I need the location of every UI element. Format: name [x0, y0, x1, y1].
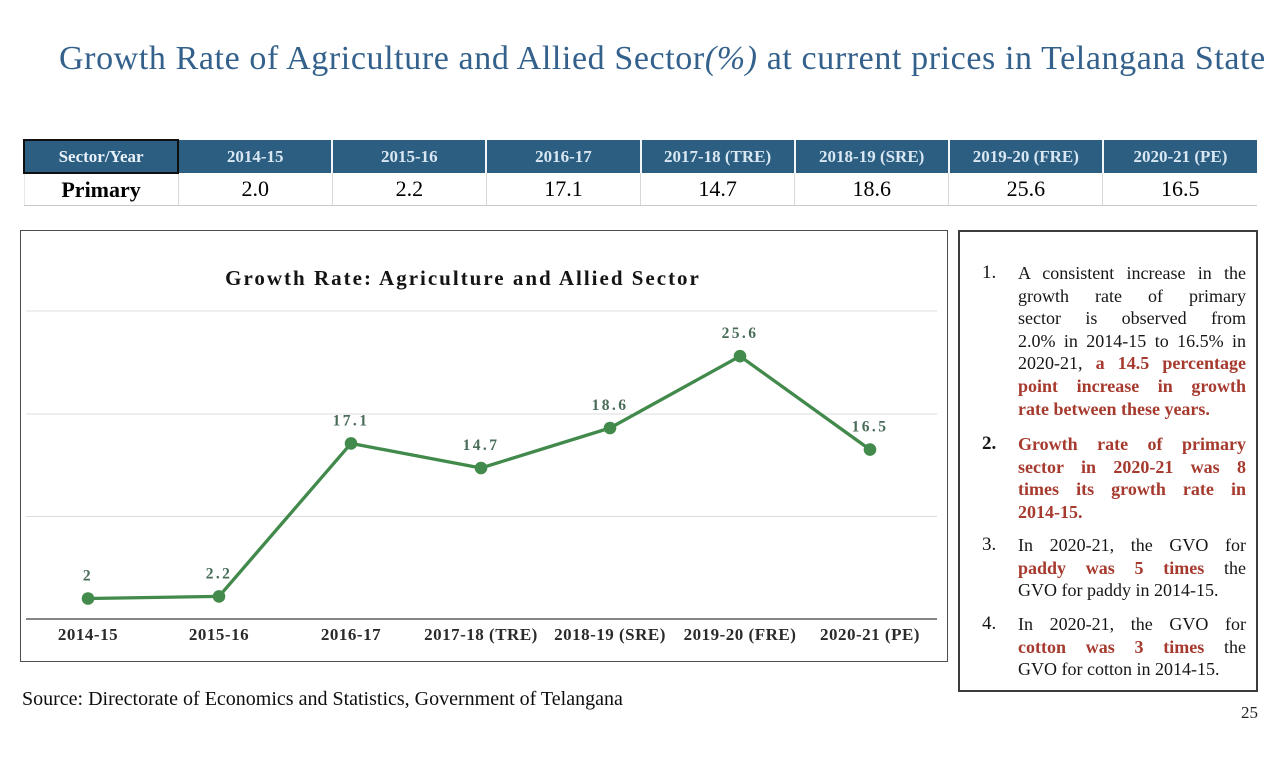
svg-text:2014-15: 2014-15 — [58, 625, 118, 644]
svg-text:Growth Rate: Agriculture and A: Growth Rate: Agriculture and Allied Sect… — [225, 266, 701, 290]
svg-text:18.6: 18.6 — [592, 397, 629, 414]
svg-text:17.1: 17.1 — [333, 412, 370, 429]
svg-text:2: 2 — [83, 568, 93, 585]
svg-text:2018-19 (SRE): 2018-19 (SRE) — [554, 625, 666, 644]
svg-text:2015-16: 2015-16 — [189, 625, 249, 644]
svg-text:2019-20 (FRE): 2019-20 (FRE) — [684, 625, 797, 644]
svg-text:2017-18 (TRE): 2017-18 (TRE) — [424, 625, 538, 644]
svg-text:2016-17: 2016-17 — [321, 625, 381, 644]
svg-text:2020-21 (PE): 2020-21 (PE) — [820, 625, 920, 644]
svg-text:25.6: 25.6 — [722, 325, 759, 342]
svg-text:14.7: 14.7 — [463, 437, 500, 454]
svg-text:16.5: 16.5 — [852, 419, 889, 436]
svg-text:2.2: 2.2 — [206, 565, 233, 582]
